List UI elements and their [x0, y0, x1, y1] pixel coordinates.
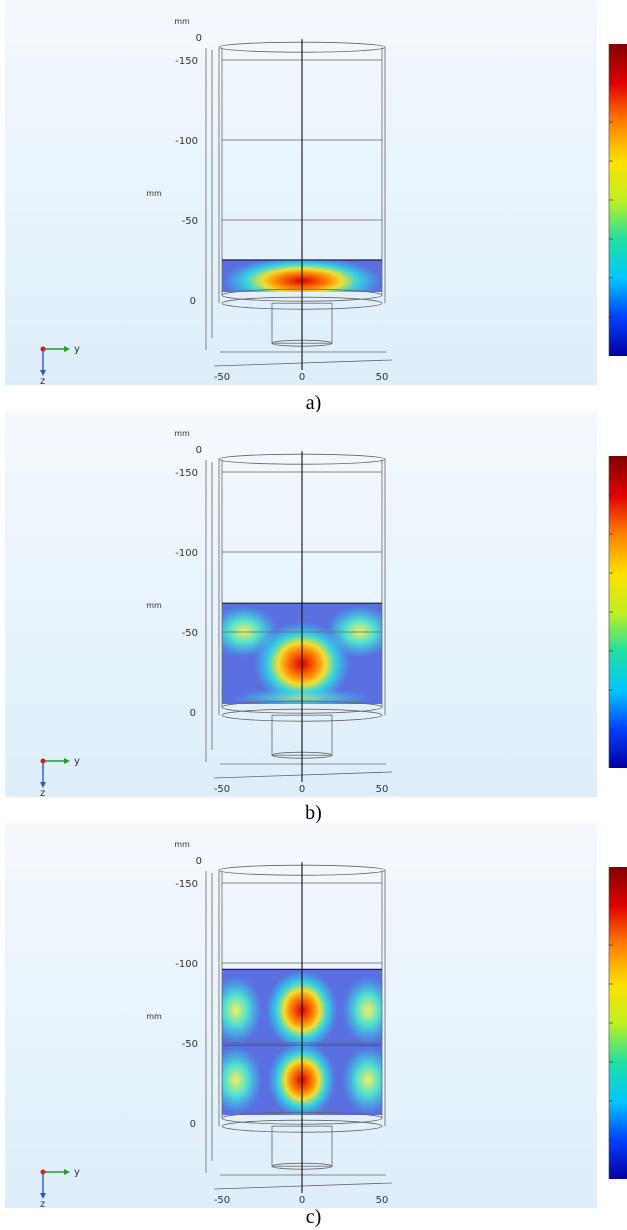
field-lobe-right	[326, 605, 382, 658]
triad-y-arrow	[64, 758, 70, 764]
triad-z-label: z	[40, 788, 45, 797]
vertical-tick-label: -50	[182, 216, 198, 227]
vertical-unit-label: mm	[146, 601, 162, 610]
horizontal-tick-label: 50	[376, 372, 389, 383]
panel-b: 0 -150 -100 -50 0 mm mm -50 0 50 y z	[0, 412, 627, 797]
triad-z-arrow	[40, 1193, 46, 1199]
vertical-unit-label: mm	[146, 189, 162, 198]
horizontal-tick-label: -50	[214, 372, 230, 383]
field-side-lobe	[222, 976, 262, 1045]
field-lobe-left	[222, 605, 278, 658]
triad-origin	[40, 1169, 46, 1175]
triad-y-label: y	[74, 756, 80, 767]
field-side-lobe	[222, 1046, 262, 1115]
vertical-tick-label: -50	[182, 628, 198, 639]
horizontal-tick-label: 0	[299, 1195, 305, 1206]
vertical-tick-label: 0	[196, 856, 202, 867]
frame-bottom-outer	[213, 771, 393, 779]
triad-origin	[40, 346, 46, 352]
caption-c: c)	[305, 1206, 322, 1228]
vertical-tick-label: -100	[175, 959, 198, 970]
axis-triad: yz	[40, 756, 80, 797]
panel-a: 0 -150 -100 -50 0 mm mm -50 0 50 y z	[0, 0, 627, 385]
horizontal-tick-label: 50	[376, 1195, 389, 1206]
horizontal-tick-label: 50	[376, 784, 389, 795]
triad-y-label: y	[74, 1167, 80, 1178]
cylinder-wireframe	[205, 451, 393, 782]
vertical-tick-label: 0	[196, 33, 202, 44]
plot-background	[5, 0, 597, 385]
vertical-tick-label: 0	[190, 708, 196, 719]
axis-triad: yz	[40, 1167, 80, 1208]
field-side-lobe	[342, 976, 382, 1045]
vertical-tick-label: 0	[196, 445, 202, 456]
vertical-tick-label: -100	[175, 548, 198, 559]
triad-z-arrow	[40, 370, 46, 376]
caption-b: b)	[305, 802, 322, 824]
vertical-tick-label: 0	[190, 1119, 196, 1130]
triad-y-label: y	[74, 344, 80, 355]
vertical-tick-label: 0	[190, 296, 196, 307]
caption-a: a)	[305, 392, 322, 414]
field-side-lobe	[342, 1046, 382, 1115]
triad-z-arrow	[40, 782, 46, 788]
cylinder-wireframe	[205, 862, 393, 1193]
vertical-tick-label: -150	[175, 468, 198, 479]
horizontal-tick-label: -50	[214, 1195, 230, 1206]
vertical-tick-label: -150	[175, 879, 198, 890]
top-unit-label: mm	[174, 840, 190, 849]
axis-triad: yz	[40, 344, 80, 385]
triad-z-label: z	[40, 1199, 45, 1208]
vertical-unit-label: mm	[146, 1012, 162, 1021]
top-unit-label: mm	[174, 17, 190, 26]
horizontal-tick-label: 0	[299, 784, 305, 795]
vertical-tick-label: -150	[175, 56, 198, 67]
triad-z-label: z	[40, 376, 45, 385]
cylinder-wireframe	[205, 39, 393, 370]
top-unit-label: mm	[174, 429, 190, 438]
colorbar	[609, 456, 627, 768]
frame-bottom-outer	[213, 359, 393, 367]
horizontal-tick-label: 0	[299, 372, 305, 383]
panel-c: 0 -150 -100 -50 0 mm mm -50 0 50 y z	[0, 823, 627, 1208]
vertical-tick-label: -50	[182, 1039, 198, 1050]
triad-origin	[40, 758, 46, 764]
triad-y-arrow	[64, 346, 70, 352]
colorbar	[609, 44, 627, 356]
vertical-tick-label: -100	[175, 136, 198, 147]
horizontal-tick-label: -50	[214, 784, 230, 795]
frame-bottom-outer	[213, 1182, 393, 1190]
triad-y-arrow	[64, 1169, 70, 1175]
colorbar	[609, 867, 627, 1179]
